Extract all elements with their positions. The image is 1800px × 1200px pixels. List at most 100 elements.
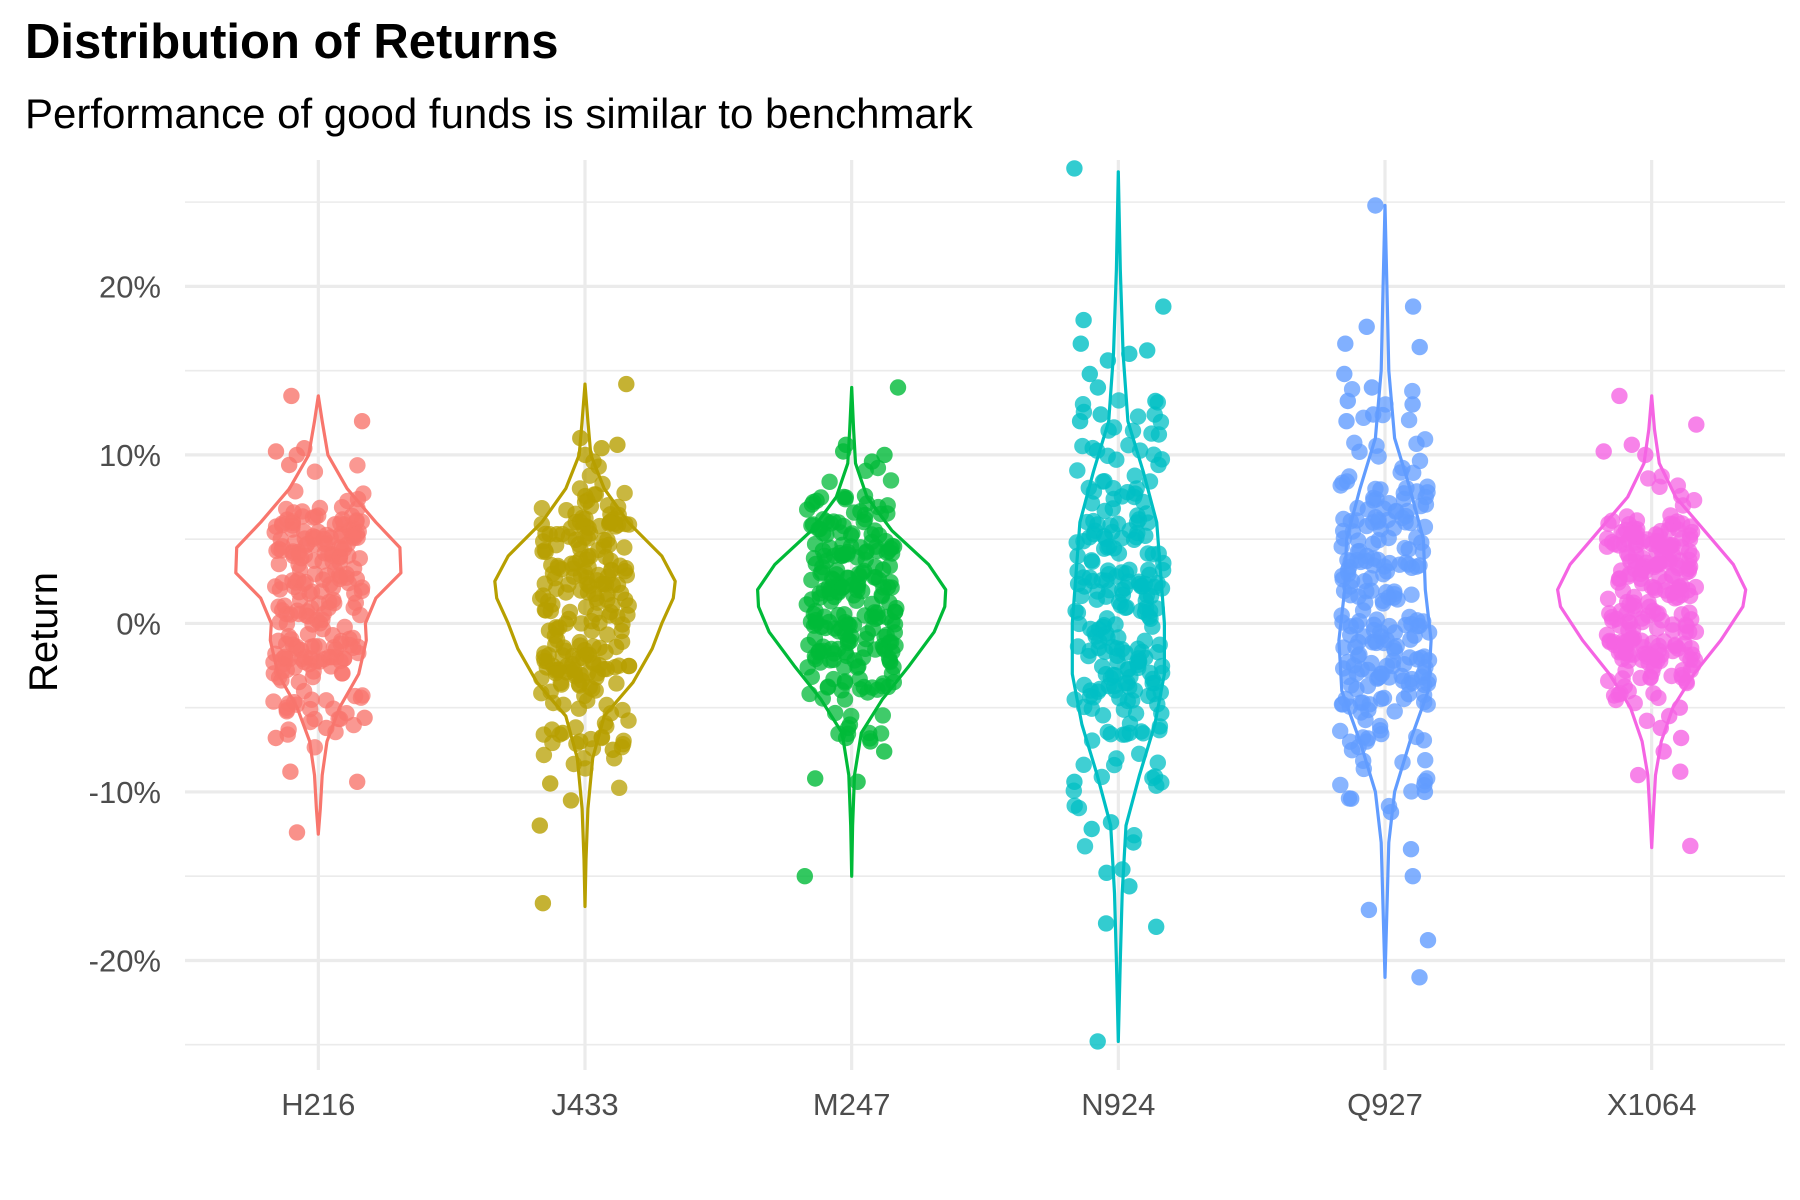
data-point bbox=[283, 387, 300, 405]
data-point bbox=[856, 487, 874, 505]
data-point bbox=[1102, 814, 1120, 831]
data-point bbox=[1129, 507, 1146, 524]
data-point bbox=[286, 659, 303, 676]
data-point bbox=[1637, 446, 1654, 464]
data-point bbox=[821, 473, 838, 490]
data-point bbox=[1348, 617, 1365, 634]
data-point bbox=[597, 643, 614, 661]
data-point bbox=[1412, 497, 1430, 515]
data-point bbox=[585, 453, 602, 470]
data-point bbox=[1085, 483, 1103, 500]
data-point bbox=[353, 413, 371, 430]
data-point bbox=[267, 518, 285, 535]
data-point bbox=[555, 696, 572, 713]
data-point bbox=[1336, 365, 1353, 383]
chart-subtitle: Performance of good funds is similar to … bbox=[25, 90, 973, 137]
data-point bbox=[851, 670, 868, 688]
data-point bbox=[1075, 756, 1092, 773]
data-point bbox=[1396, 539, 1413, 557]
data-point bbox=[587, 486, 604, 503]
data-point bbox=[1149, 754, 1167, 771]
data-point bbox=[1663, 667, 1680, 685]
data-point bbox=[1403, 783, 1420, 800]
data-point bbox=[1403, 586, 1420, 603]
data-point bbox=[1363, 379, 1381, 396]
data-point bbox=[310, 523, 327, 540]
data-point bbox=[803, 496, 821, 513]
data-point bbox=[331, 539, 349, 556]
violin-M247 bbox=[756, 385, 948, 878]
data-point bbox=[1126, 467, 1144, 484]
data-point bbox=[1121, 345, 1138, 362]
data-point bbox=[1129, 524, 1146, 542]
data-point bbox=[1099, 629, 1116, 646]
data-point bbox=[591, 517, 608, 535]
points-M247 bbox=[796, 379, 907, 885]
data-point bbox=[1419, 932, 1437, 949]
data-point bbox=[1096, 502, 1114, 520]
data-point bbox=[282, 763, 299, 780]
data-point bbox=[1344, 523, 1362, 540]
data-point bbox=[1387, 503, 1404, 520]
data-point bbox=[1372, 722, 1389, 739]
data-point bbox=[881, 634, 898, 651]
data-point bbox=[1613, 643, 1630, 660]
data-point bbox=[1358, 318, 1375, 335]
violin-layer bbox=[234, 170, 1748, 1043]
data-point bbox=[596, 715, 614, 732]
data-point bbox=[1140, 687, 1157, 705]
data-point bbox=[1333, 607, 1350, 624]
data-point bbox=[1678, 674, 1696, 692]
data-point bbox=[1152, 413, 1170, 431]
data-point bbox=[1655, 538, 1672, 555]
data-point bbox=[1389, 591, 1406, 608]
data-point bbox=[331, 710, 349, 728]
data-point bbox=[1097, 915, 1115, 932]
data-point bbox=[1381, 617, 1398, 635]
data-point bbox=[1114, 861, 1131, 878]
data-point bbox=[1119, 660, 1136, 678]
points-J433 bbox=[531, 375, 638, 912]
data-point bbox=[554, 724, 571, 742]
data-point bbox=[836, 673, 854, 690]
data-point bbox=[1144, 618, 1161, 635]
data-point bbox=[1097, 530, 1115, 547]
data-point bbox=[1669, 477, 1687, 494]
data-point bbox=[579, 584, 597, 601]
data-point bbox=[1094, 707, 1112, 724]
data-point bbox=[1638, 712, 1656, 729]
x-tick-label: Q927 bbox=[1347, 1087, 1423, 1122]
data-point bbox=[543, 556, 560, 574]
data-point bbox=[845, 587, 862, 604]
data-point bbox=[1114, 726, 1132, 743]
data-point bbox=[274, 574, 291, 591]
data-point bbox=[1420, 624, 1438, 641]
data-point bbox=[1093, 768, 1111, 786]
data-point bbox=[567, 719, 584, 736]
data-point bbox=[1634, 575, 1651, 592]
data-point bbox=[844, 525, 861, 542]
data-point bbox=[1371, 668, 1388, 686]
data-point bbox=[346, 585, 363, 602]
data-point bbox=[1133, 723, 1150, 740]
data-point bbox=[1150, 456, 1167, 474]
data-point bbox=[1148, 918, 1165, 935]
data-point bbox=[836, 691, 854, 708]
data-point bbox=[267, 443, 285, 460]
data-point bbox=[1416, 648, 1433, 665]
data-point bbox=[813, 618, 830, 635]
data-point bbox=[1089, 379, 1107, 396]
data-point bbox=[278, 615, 296, 632]
data-point bbox=[889, 379, 907, 396]
data-point bbox=[1071, 413, 1089, 430]
data-point bbox=[557, 584, 575, 601]
data-point bbox=[1100, 422, 1117, 439]
data-point bbox=[1416, 676, 1433, 694]
data-point bbox=[1069, 604, 1087, 621]
data-point bbox=[1354, 602, 1372, 619]
data-point bbox=[1362, 570, 1379, 587]
data-point bbox=[1687, 578, 1705, 596]
data-point bbox=[1351, 443, 1368, 460]
data-point bbox=[1613, 562, 1630, 579]
